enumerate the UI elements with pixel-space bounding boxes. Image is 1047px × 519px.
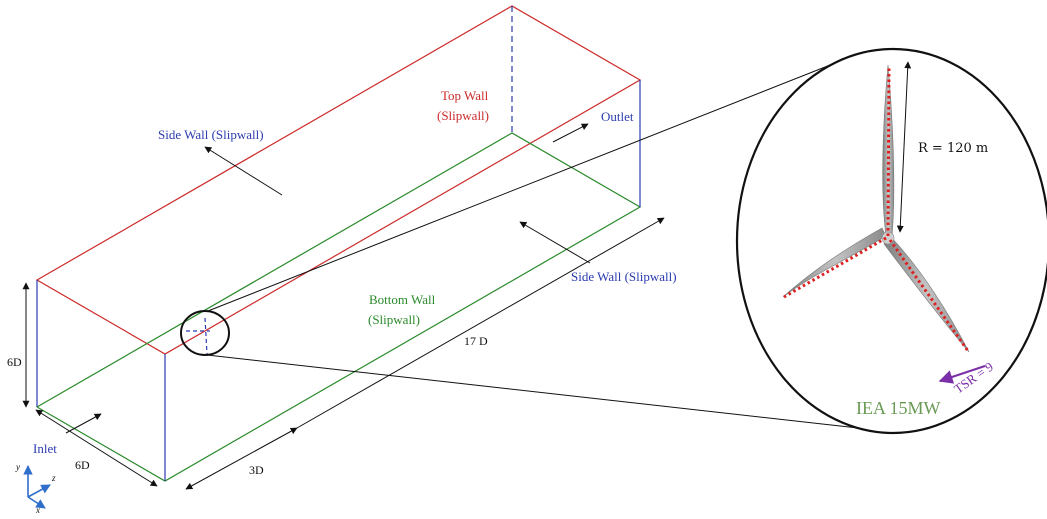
- box-vertical-edges: [36, 6, 641, 481]
- side-wall-left-label: Side Wall (Slipwall): [158, 127, 264, 142]
- blade-left: [782, 227, 887, 298]
- axis-z-label: z: [51, 473, 56, 483]
- box-bottom-edges: [36, 132, 642, 482]
- turbine-name-label: IEA 15MW: [856, 398, 941, 418]
- radius-label: R = 120 m: [918, 141, 988, 156]
- dimension-arrows: [22, 217, 665, 490]
- top-wall-label-1: Top Wall: [441, 88, 489, 103]
- outlet-label: Outlet: [601, 109, 634, 124]
- bottom-wall-label-2: (Slipwall): [368, 312, 420, 327]
- tsr-arrow: [938, 365, 986, 384]
- turbine-location-marker: [180, 310, 230, 356]
- dim-upstream-label: 3D: [249, 463, 264, 477]
- zoom-callout-lines: [206, 53, 859, 429]
- radius-arrow: [896, 61, 912, 233]
- top-wall-label-2: (Slipwall): [437, 108, 489, 123]
- axis-x-label: x: [35, 505, 40, 514]
- actuator-line-points: [783, 65, 970, 352]
- dim-width-label: 6D: [75, 458, 90, 472]
- bottom-wall-label-1: Bottom Wall: [369, 292, 436, 307]
- dim-length-label: 17 D: [464, 334, 488, 348]
- blade-up: [882, 64, 895, 237]
- dim-height-label: 6D: [7, 355, 22, 369]
- axis-y-label: y: [15, 462, 20, 472]
- box-top-edges: [35, 5, 642, 355]
- inlet-label: Inlet: [33, 441, 57, 456]
- axis-triad: [23, 465, 51, 509]
- side-wall-right-label: Side Wall (Slipwall): [571, 269, 677, 284]
